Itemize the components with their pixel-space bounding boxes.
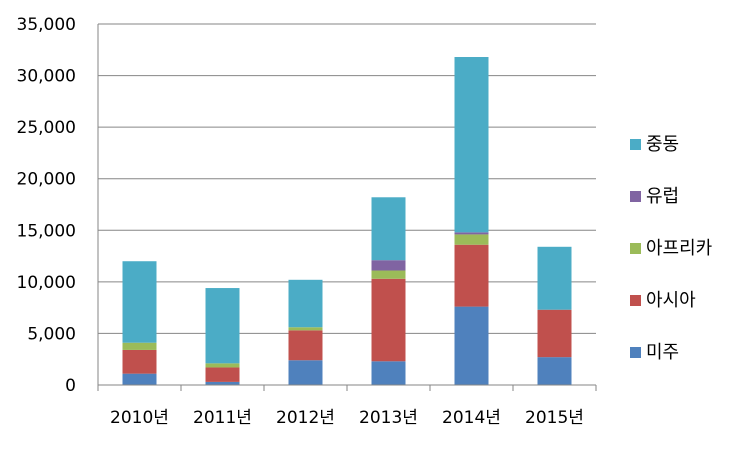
y-tick-label: 0 [65, 376, 76, 396]
bar-segment-1-2012년 [288, 360, 323, 385]
x-tick-label: 2012년 [276, 408, 335, 428]
bar-segment-2-2011년 [205, 367, 240, 382]
legend-label: 미주 [646, 342, 679, 363]
bar-segment-1-2011년 [205, 381, 240, 385]
legend-swatch [630, 191, 641, 202]
legend-swatch [630, 243, 641, 254]
bar-segment-2-2014년 [454, 244, 489, 307]
x-tick-label: 2013년 [359, 408, 418, 428]
x-tick-label: 2010년 [110, 408, 169, 428]
legend-label: 아프리카 [646, 238, 712, 259]
bar-segment-2-2015년 [537, 309, 572, 358]
bar-segment-1-2010년 [122, 373, 157, 385]
x-tick-label: 2015년 [525, 408, 584, 428]
legend-label: 중동 [646, 134, 679, 155]
y-tick-label: 30,000 [17, 67, 76, 87]
bar-segment-2-2013년 [371, 278, 406, 362]
legend-swatch [630, 139, 641, 150]
bars [122, 57, 572, 385]
legend-swatch [630, 347, 641, 358]
bar-segment-5-2013년 [371, 197, 406, 261]
x-tick-label: 2011년 [193, 408, 252, 428]
y-tick-label: 10,000 [17, 273, 76, 293]
gridlines [98, 23, 596, 334]
y-tick-label: 20,000 [17, 170, 76, 190]
bar-segment-4-2014년 [454, 232, 489, 235]
legend-label: 아시아 [646, 290, 696, 311]
bar-segment-1-2015년 [537, 357, 572, 385]
bar-segment-2-2010년 [122, 349, 157, 374]
bar-segment-3-2011년 [205, 363, 240, 368]
bar-segment-3-2013년 [371, 270, 406, 279]
y-tick-label: 25,000 [17, 118, 76, 138]
bar-segment-1-2013년 [371, 361, 406, 385]
bar-segment-5-2015년 [537, 246, 572, 310]
bar-segment-2-2012년 [288, 330, 323, 361]
bar-segment-5-2012년 [288, 279, 323, 328]
bar-segment-5-2010년 [122, 261, 157, 343]
axes: 0 5,000 10,000 15,000 20,000 25,000 30,000 35,0… [17, 15, 597, 428]
bar-segment-5-2011년 [205, 288, 240, 364]
y-tick-label: 35,000 [17, 15, 76, 35]
legend-label: 유럽 [646, 186, 679, 207]
y-tick-label: 5,000 [27, 324, 76, 344]
bar-segment-3-2010년 [122, 342, 157, 350]
x-tick-label: 2014년 [442, 408, 501, 428]
bar-segment-3-2012년 [288, 327, 323, 331]
legend-swatch [630, 295, 641, 306]
bar-segment-1-2014년 [454, 306, 489, 385]
bar-segment-5-2014년 [454, 57, 489, 233]
bar-segment-3-2014년 [454, 234, 489, 245]
bar-segment-4-2013년 [371, 260, 406, 271]
y-tick-label: 15,000 [17, 221, 76, 241]
